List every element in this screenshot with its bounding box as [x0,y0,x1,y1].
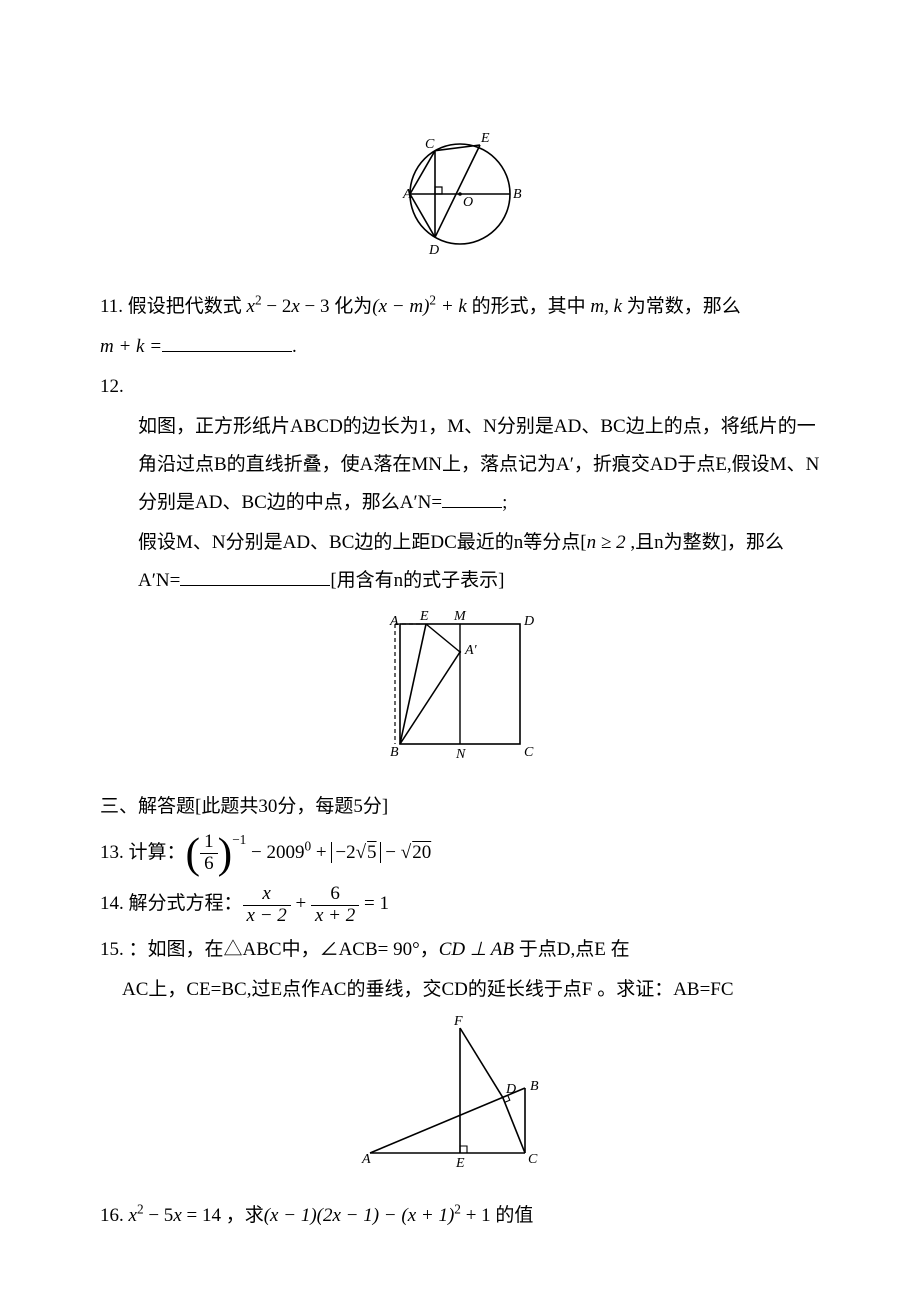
tri-label-d: D [505,1082,516,1097]
sq-label-d: D [523,614,534,629]
sq-label-ap: A′ [464,643,478,658]
tri-label-b: B [530,1079,539,1094]
q11-prefix: 11. 假设把代数式 [100,296,247,317]
label-o: O [463,195,473,210]
sq-label-a: A [389,614,399,629]
q15-l1: 15. ：如图，在△ABC中，∠ACB= 90°，CD ⊥ AB 于点D,点E … [100,931,820,969]
tri-label-a: A [361,1152,371,1167]
q14-f2: 6x + 2 [311,884,359,927]
circle-diagram: A B C E D O [385,124,535,264]
page: A B C E D O 11. 假设把代数式 x2 − 2x − 3 化为(x … [0,0,920,1302]
sq-label-e: E [419,609,429,624]
sq-label-n: N [455,747,466,762]
q13-abs: −2√5 [331,842,380,863]
label-a: A [402,187,412,202]
q13: 13. 计算：(16)−1 − 20090 + −2√5 − √20 [100,828,820,877]
q12-p1: 如图，正方形纸片ABCD的边长为1，M、N分别是AD、BC边上的点，将纸片的一角… [138,408,820,522]
sq-label-c: C [524,745,534,760]
triangle-diagram: A C B E D F [350,1013,570,1173]
q12-body: 如图，正方形纸片ABCD的边长为1，M、N分别是AD、BC边上的点，将纸片的一角… [100,408,820,600]
section3: 三、解答题[此题共30分，每题5分] [100,788,820,826]
q16: 16. x2 − 5x = 14 ，求(x − 1)(2x − 1) − (x … [100,1197,820,1235]
q12-blank1 [442,488,502,508]
q15-l2: AC上，CE=BC,过E点作AC的垂线，交CD的延长线于点F 。求证：AB=FC [100,971,820,1009]
figure-square: A E M D A′ B N C [100,604,820,778]
label-e: E [480,131,490,146]
label-d: D [428,243,439,258]
label-c: C [425,137,435,152]
square-diagram: A E M D A′ B N C [360,604,560,764]
q14-f1: xx − 2 [243,884,291,927]
q12-num: 12. [100,368,820,406]
q13-frac: 16 [200,832,218,875]
tri-label-f: F [453,1014,463,1029]
q12-p2: 假设M、N分别是AD、BC边的上距DC最近的n等分点[n ≥ 2 ,且n为整数]… [138,524,820,600]
tri-label-c: C [528,1152,538,1167]
q12-blank2 [180,566,330,586]
figure-circle: A B C E D O [100,124,820,278]
q11-line2: m + k =. [100,328,820,366]
sq-label-b: B [390,745,399,760]
label-b: B [513,187,522,202]
q11-line1: 11. 假设把代数式 x2 − 2x − 3 化为(x − m)2 + k 的形… [100,288,820,326]
figure-triangle: A C B E D F [100,1013,820,1187]
sq-label-m: M [453,609,467,624]
q14: 14. 解分式方程：xx − 2 + 6x + 2 = 1 [100,879,820,928]
tri-label-e: E [455,1156,465,1171]
q11-blank [162,332,292,352]
